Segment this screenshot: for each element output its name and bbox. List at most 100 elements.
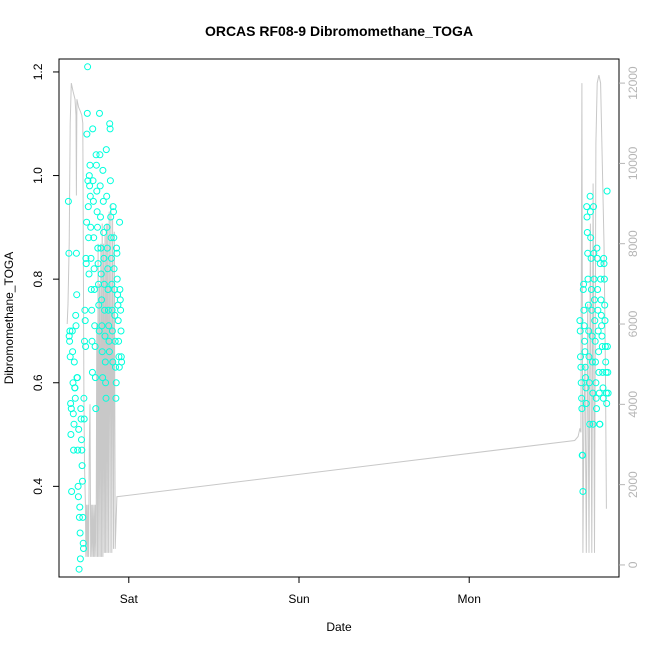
x-tick-label: Sun bbox=[288, 592, 309, 606]
data-point bbox=[596, 260, 604, 268]
data-point bbox=[87, 286, 95, 293]
data-point bbox=[601, 343, 609, 350]
data-point bbox=[585, 327, 593, 335]
data-point bbox=[590, 203, 597, 211]
data-point bbox=[598, 343, 606, 350]
data-point bbox=[115, 337, 123, 345]
data-point bbox=[89, 197, 97, 205]
data-point bbox=[111, 337, 119, 345]
data-point bbox=[67, 431, 75, 438]
data-point bbox=[106, 120, 114, 128]
data-point bbox=[83, 109, 91, 117]
data-point bbox=[113, 249, 121, 257]
data-point bbox=[85, 172, 93, 180]
data-point bbox=[71, 394, 79, 402]
data-point bbox=[598, 322, 606, 330]
data-point bbox=[106, 125, 114, 133]
y2-tick-label: 8000 bbox=[626, 230, 640, 257]
data-point bbox=[89, 177, 97, 185]
data-point bbox=[69, 348, 77, 356]
data-point bbox=[86, 161, 94, 169]
data-point bbox=[583, 203, 591, 211]
data-point bbox=[77, 405, 85, 413]
data-point bbox=[74, 482, 82, 490]
data-point bbox=[599, 368, 607, 376]
chart-title: ORCAS RF08-9 Dibromomethane_TOGA bbox=[205, 23, 473, 39]
data-point bbox=[597, 296, 605, 304]
data-point bbox=[90, 234, 98, 242]
data-point bbox=[70, 446, 78, 454]
data-point bbox=[117, 327, 125, 335]
data-point bbox=[112, 379, 120, 387]
data-point bbox=[597, 275, 605, 283]
data-point bbox=[72, 311, 80, 319]
data-point bbox=[110, 265, 118, 273]
y2-axis: 0 2000 4000 6000 8000 10000 12000 bbox=[619, 66, 640, 568]
data-point bbox=[75, 565, 83, 573]
data-point bbox=[603, 343, 611, 350]
data-point bbox=[96, 182, 104, 190]
data-point bbox=[117, 353, 125, 361]
data-point bbox=[583, 229, 591, 236]
data-point bbox=[103, 192, 111, 200]
data-point bbox=[96, 151, 104, 159]
y-tick-label: 0.6 bbox=[31, 374, 45, 391]
data-point bbox=[94, 223, 101, 231]
data-point bbox=[585, 353, 593, 361]
x-axis-label: Date bbox=[326, 620, 352, 634]
data-point bbox=[70, 358, 78, 366]
data-point bbox=[74, 493, 82, 501]
data-point bbox=[80, 415, 88, 423]
data-point bbox=[73, 291, 81, 299]
data-point bbox=[87, 254, 95, 262]
data-point bbox=[593, 405, 600, 413]
y2-tick-label: 10000 bbox=[626, 146, 640, 180]
data-point bbox=[599, 384, 607, 392]
data-point bbox=[113, 244, 120, 252]
data-point bbox=[97, 270, 105, 278]
data-point bbox=[92, 161, 100, 169]
data-point bbox=[579, 286, 587, 293]
data-point bbox=[96, 109, 103, 117]
data-point bbox=[595, 389, 603, 397]
x-tick-label: Mon bbox=[458, 592, 481, 606]
data-point bbox=[117, 306, 125, 314]
data-point bbox=[98, 348, 106, 356]
data-point bbox=[604, 368, 612, 376]
y-axis: 0.4 0.6 0.8 1.0 1.2 bbox=[31, 63, 59, 495]
data-point bbox=[116, 286, 124, 293]
data-point bbox=[77, 415, 85, 423]
data-point bbox=[602, 358, 610, 366]
data-point bbox=[594, 327, 602, 335]
data-point bbox=[78, 436, 85, 444]
y2-tick-label: 12000 bbox=[626, 66, 640, 100]
data-point bbox=[69, 410, 77, 418]
data-point bbox=[97, 213, 104, 221]
data-point bbox=[85, 270, 93, 278]
data-point bbox=[64, 197, 72, 205]
data-point bbox=[101, 358, 109, 366]
data-point bbox=[93, 187, 101, 195]
data-point bbox=[103, 244, 111, 252]
y-axis-label: Dibromomethane_TOGA bbox=[2, 252, 16, 385]
data-point bbox=[72, 249, 80, 257]
data-point bbox=[107, 213, 115, 221]
data-point bbox=[111, 311, 119, 319]
data-point bbox=[597, 311, 605, 319]
data-point bbox=[92, 151, 100, 159]
data-point bbox=[74, 446, 82, 454]
point-series bbox=[64, 63, 612, 573]
data-point bbox=[579, 451, 587, 459]
data-point bbox=[594, 306, 602, 314]
data-point bbox=[600, 260, 608, 268]
data-point bbox=[76, 555, 84, 563]
data-point bbox=[103, 223, 111, 231]
data-point bbox=[593, 244, 601, 252]
data-point bbox=[111, 286, 118, 293]
data-point bbox=[79, 513, 87, 521]
data-point bbox=[588, 358, 596, 366]
data-point bbox=[580, 280, 588, 288]
data-point bbox=[100, 229, 108, 236]
data-point bbox=[112, 394, 120, 402]
